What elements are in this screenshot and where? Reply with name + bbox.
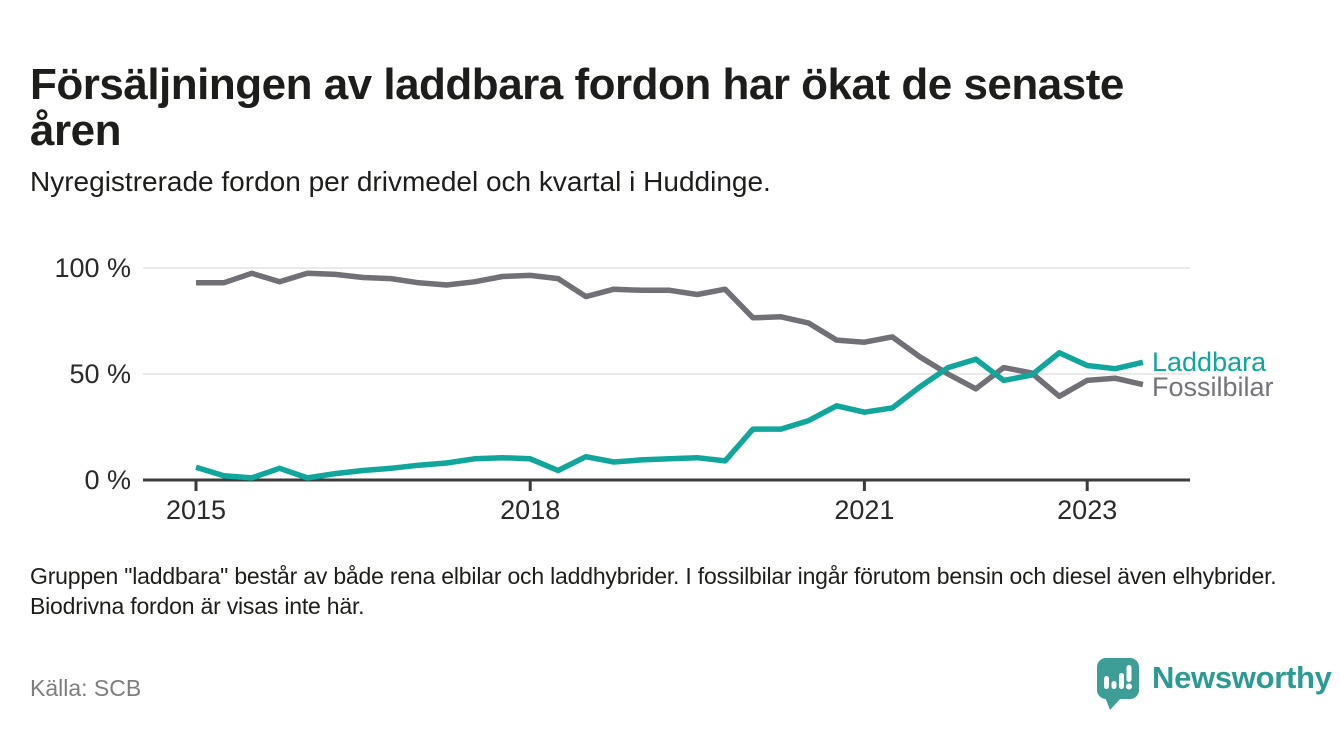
- x-axis-ticks: [194, 480, 1089, 491]
- source-label: Källa: SCB: [30, 675, 142, 701]
- legend-label-fossilbilar: Fossilbilar: [1152, 372, 1274, 402]
- y-tick-label-100: 100 %: [54, 253, 131, 283]
- laddbara-line: [195, 350, 1144, 481]
- page-title: Försäljningen av laddbara fordon har öka…: [30, 62, 1335, 154]
- gridlines: [143, 267, 1190, 375]
- x-axis-labels: 2015 2018 2021 2023: [166, 495, 1117, 525]
- newsworthy-logo-text: Newsworthy: [1152, 660, 1332, 695]
- legend-label-laddbara: Laddbara: [1152, 347, 1267, 377]
- y-tick-label-0: 0 %: [84, 465, 131, 495]
- chart-subtitle: Nyregistrerade fordon per drivmedel och …: [30, 166, 771, 197]
- legend: Laddbara Fossilbilar: [1152, 347, 1274, 402]
- chart-footnote: Gruppen "laddbara" består av både rena e…: [30, 563, 1277, 620]
- x-tick-label: 2023: [1057, 495, 1117, 525]
- x-tick-label: 2018: [500, 495, 560, 525]
- newsworthy-logo: Newsworthy: [1096, 657, 1332, 711]
- y-axis-labels: 100 % 50 % 0 %: [54, 253, 131, 495]
- newsworthy-logo-icon: [1097, 658, 1139, 710]
- y-tick-label-50: 50 %: [69, 359, 131, 389]
- logo-bar-chart-glyph: [1104, 665, 1132, 690]
- x-tick-label: 2015: [166, 495, 226, 525]
- page-title-line2: åren: [30, 106, 121, 156]
- page-title-line1: Försäljningen av laddbara fordon har öka…: [30, 60, 1124, 110]
- x-tick-label: 2021: [834, 495, 894, 525]
- fossilbilar-line: [196, 270, 1144, 400]
